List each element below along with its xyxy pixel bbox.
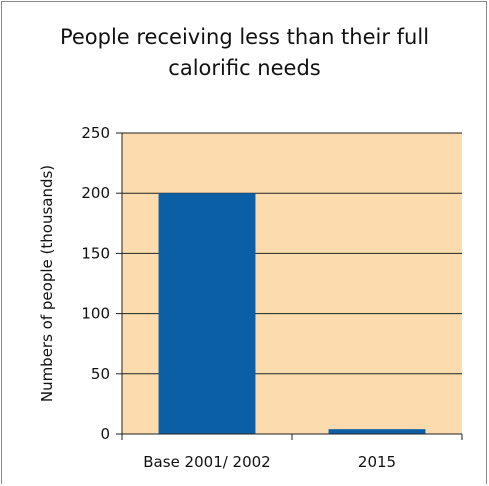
y-tick-label: 100 xyxy=(81,305,110,323)
y-tick-label: 50 xyxy=(91,365,110,383)
y-tick-label: 150 xyxy=(81,244,110,262)
y-tick-label: 0 xyxy=(100,425,110,443)
x-tick-label: Base 2001/ 2002 xyxy=(143,453,270,471)
chart-title: People receiving less than their full ca… xyxy=(59,25,430,80)
axes xyxy=(116,132,463,440)
bar-1 xyxy=(328,429,426,434)
y-tick-label: 250 xyxy=(81,124,110,142)
y-tick-labels: 0 50 100 150 200 250 xyxy=(81,124,110,443)
x-tick-labels: Base 2001/ 2002 2015 xyxy=(143,453,396,471)
y-tick-label: 200 xyxy=(81,184,110,202)
bar-0 xyxy=(158,193,256,434)
x-tick-label: 2015 xyxy=(358,453,396,471)
y-axis-label: Numbers of people (thousands) xyxy=(38,165,56,402)
bars xyxy=(158,193,426,434)
